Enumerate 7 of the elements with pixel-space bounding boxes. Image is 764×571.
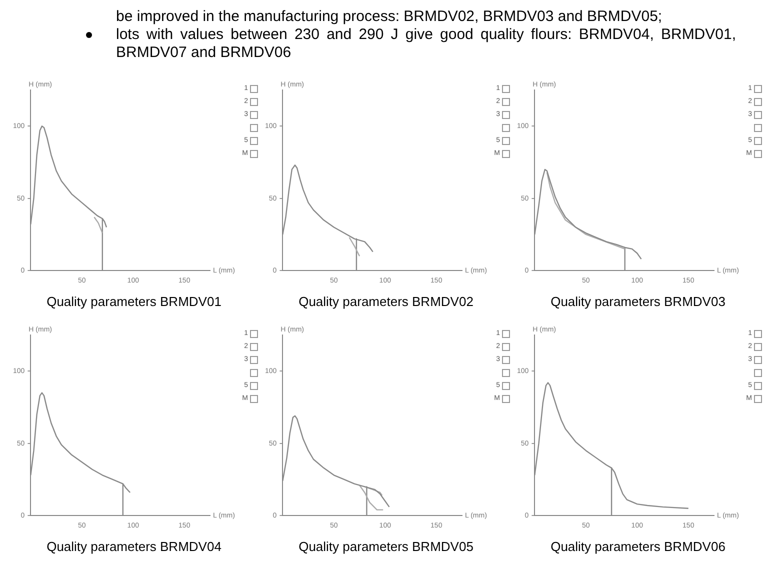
- text: Quality parameters BRMDV04: [46, 539, 222, 554]
- text: Quality parameters BRMDV06: [550, 539, 726, 554]
- text: Quality parameters BRMDV05: [298, 539, 474, 554]
- text: Quality parameters BRMDV03: [550, 294, 726, 309]
- text: Quality parameters BRMDV02: [298, 294, 474, 309]
- text: be improved in the manufacturing process: BRMDV02, BRMDV03 and BRMDV05; lots with values between 230 and 290 J give good quality flours: BRMDV04, BRMDV01, BRMDV07 and BRMDV06: [116, 8, 736, 61]
- text: Quality parameters BRMDV01: [46, 294, 222, 309]
